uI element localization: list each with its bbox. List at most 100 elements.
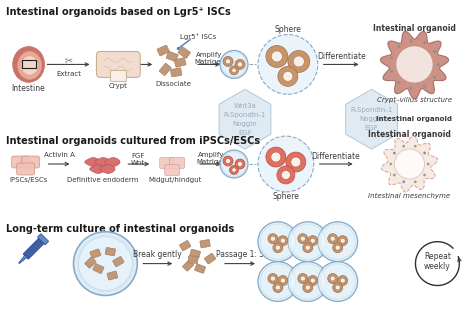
- FancyBboxPatch shape: [107, 271, 118, 280]
- FancyBboxPatch shape: [164, 165, 180, 175]
- Circle shape: [281, 238, 285, 243]
- Circle shape: [237, 162, 243, 167]
- Circle shape: [288, 50, 310, 72]
- Circle shape: [266, 147, 286, 167]
- Ellipse shape: [22, 56, 37, 74]
- Polygon shape: [95, 158, 110, 167]
- Circle shape: [414, 145, 417, 148]
- FancyBboxPatch shape: [23, 238, 45, 259]
- Circle shape: [340, 238, 345, 243]
- Circle shape: [330, 276, 335, 281]
- Text: Dissociate: Dissociate: [155, 81, 191, 88]
- Circle shape: [270, 236, 275, 241]
- Text: Matrigel: Matrigel: [195, 59, 223, 65]
- FancyBboxPatch shape: [160, 158, 175, 168]
- Polygon shape: [105, 158, 120, 167]
- Polygon shape: [382, 136, 438, 192]
- Circle shape: [268, 234, 278, 244]
- FancyBboxPatch shape: [105, 247, 116, 256]
- Text: Intestinal organoid: Intestinal organoid: [376, 116, 453, 122]
- Circle shape: [433, 76, 436, 79]
- FancyBboxPatch shape: [182, 260, 194, 271]
- Circle shape: [298, 274, 308, 284]
- Circle shape: [340, 278, 345, 283]
- Circle shape: [410, 39, 412, 42]
- Circle shape: [278, 236, 288, 246]
- Ellipse shape: [18, 51, 42, 79]
- Polygon shape: [85, 158, 100, 167]
- Circle shape: [337, 236, 347, 246]
- Circle shape: [318, 222, 358, 262]
- Text: Matrigel: Matrigel: [197, 159, 225, 165]
- Text: Intestinal organoids based on Lgr5⁺ ISCs: Intestinal organoids based on Lgr5⁺ ISCs: [6, 7, 230, 17]
- Circle shape: [232, 168, 236, 172]
- Text: Intestinal organoid: Intestinal organoid: [368, 130, 451, 139]
- Circle shape: [433, 50, 436, 53]
- Circle shape: [397, 81, 401, 84]
- Circle shape: [330, 236, 335, 241]
- Polygon shape: [19, 255, 27, 264]
- FancyBboxPatch shape: [180, 240, 191, 251]
- FancyBboxPatch shape: [96, 51, 140, 77]
- FancyBboxPatch shape: [178, 47, 191, 58]
- FancyBboxPatch shape: [170, 158, 185, 168]
- Circle shape: [402, 180, 405, 183]
- FancyBboxPatch shape: [37, 234, 48, 245]
- Circle shape: [222, 152, 246, 176]
- Circle shape: [226, 59, 230, 64]
- FancyBboxPatch shape: [113, 257, 124, 267]
- Circle shape: [390, 70, 393, 73]
- Circle shape: [423, 174, 426, 176]
- Circle shape: [223, 156, 233, 166]
- Circle shape: [396, 46, 433, 83]
- Text: Intestinal mesenchyme: Intestinal mesenchyme: [368, 193, 451, 199]
- Text: Lgr5⁺ ISCs: Lgr5⁺ ISCs: [180, 33, 216, 40]
- Circle shape: [275, 245, 281, 250]
- FancyBboxPatch shape: [159, 63, 171, 75]
- FancyBboxPatch shape: [17, 163, 35, 175]
- FancyBboxPatch shape: [190, 249, 201, 258]
- Text: Intestine: Intestine: [12, 84, 46, 93]
- Circle shape: [268, 274, 278, 284]
- Circle shape: [320, 224, 355, 259]
- Text: Intestinal organoids cultured from iPSCs/ESCs: Intestinal organoids cultured from iPSCs…: [6, 136, 260, 146]
- Circle shape: [293, 56, 304, 67]
- Circle shape: [270, 276, 275, 281]
- Circle shape: [260, 264, 295, 299]
- Circle shape: [266, 45, 288, 67]
- Text: Wnt3a
R-Spondin-1
Noggin
EGF: Wnt3a R-Spondin-1 Noggin EGF: [224, 103, 266, 136]
- FancyBboxPatch shape: [204, 253, 216, 264]
- Circle shape: [305, 245, 310, 250]
- Text: Break gently: Break gently: [133, 250, 182, 259]
- Circle shape: [328, 274, 337, 284]
- Polygon shape: [219, 89, 271, 149]
- Ellipse shape: [13, 46, 45, 82]
- Circle shape: [414, 180, 417, 183]
- Text: Definitive endoderm: Definitive endoderm: [67, 177, 138, 183]
- Circle shape: [288, 262, 328, 302]
- Circle shape: [390, 163, 392, 165]
- Text: Crypt–villus structure: Crypt–villus structure: [377, 97, 452, 103]
- Circle shape: [305, 285, 310, 290]
- FancyBboxPatch shape: [93, 264, 104, 274]
- Circle shape: [273, 243, 283, 253]
- Polygon shape: [100, 164, 115, 174]
- FancyBboxPatch shape: [85, 257, 96, 268]
- Circle shape: [177, 47, 180, 50]
- Circle shape: [393, 174, 396, 176]
- Circle shape: [273, 283, 283, 293]
- Circle shape: [281, 278, 285, 283]
- Text: Differentiate: Differentiate: [317, 52, 366, 61]
- Circle shape: [258, 34, 318, 94]
- Circle shape: [235, 59, 245, 69]
- Circle shape: [226, 159, 230, 164]
- FancyBboxPatch shape: [22, 156, 40, 168]
- Circle shape: [308, 276, 318, 286]
- Text: Activin A: Activin A: [44, 152, 75, 158]
- FancyBboxPatch shape: [166, 51, 178, 61]
- Circle shape: [272, 51, 283, 62]
- Circle shape: [301, 236, 305, 241]
- Circle shape: [303, 283, 313, 293]
- Text: iPSCs/ESCs: iPSCs/ESCs: [9, 177, 48, 183]
- FancyBboxPatch shape: [157, 45, 169, 56]
